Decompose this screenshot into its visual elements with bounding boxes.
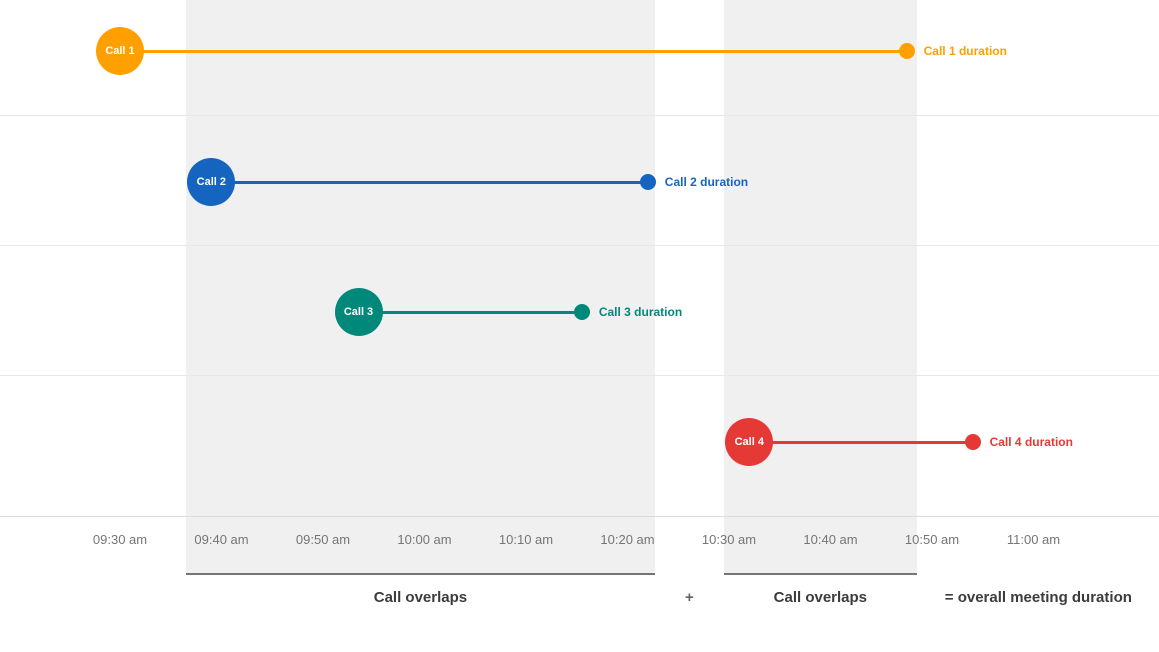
call-start-bubble: Call 3 [334, 288, 383, 336]
gridline [0, 245, 1159, 246]
x-axis-tick-label: 10:10 am [498, 532, 554, 547]
x-axis-tick-label: 10:30 am [701, 532, 757, 547]
call-end-dot [964, 434, 981, 450]
overlap-band-underline [723, 573, 917, 575]
call-end-dot [898, 43, 915, 59]
call-start-bubble: Call 2 [187, 158, 236, 206]
x-axis-tick-label: 10:00 am [397, 532, 452, 547]
overlap-band-label: Call overlaps [373, 589, 468, 606]
call-start-bubble: Call 1 [96, 27, 144, 75]
x-axis-tick-label: 10:40 am [803, 532, 858, 547]
plus-sign: + [685, 589, 694, 606]
call-end-dot [573, 304, 590, 320]
equals-label: = overall meeting duration [944, 589, 1132, 606]
x-axis-tick-label: 09:50 am [295, 532, 351, 547]
overlap-band-label: Call overlaps [773, 589, 868, 606]
call-end-dot [639, 174, 656, 190]
call-duration-label: Call 4 duration [989, 435, 1073, 449]
x-axis-line [0, 516, 1159, 517]
call-duration-label: Call 1 duration [923, 44, 1007, 58]
gridline [0, 375, 1159, 376]
call-start-bubble: Call 4 [725, 418, 774, 466]
x-axis-tick-label: 11:00 am [1006, 532, 1061, 547]
call-duration-label: Call 2 duration [664, 175, 749, 189]
overlap-band [185, 0, 655, 573]
gridline [0, 115, 1159, 116]
overlap-band [723, 0, 917, 573]
call-duration-line [358, 310, 582, 314]
x-axis-tick-label: 09:40 am [194, 532, 249, 547]
x-axis-tick-label: 10:50 am [904, 532, 960, 547]
call-duration-label: Call 3 duration [598, 305, 683, 319]
call-duration-line [749, 440, 973, 444]
overlap-band-underline [185, 573, 655, 575]
x-axis-tick-label: 09:30 am [92, 532, 148, 547]
call-duration-line [211, 180, 648, 184]
x-axis-tick-label: 10:20 am [600, 532, 655, 547]
call-duration-line [120, 49, 907, 53]
